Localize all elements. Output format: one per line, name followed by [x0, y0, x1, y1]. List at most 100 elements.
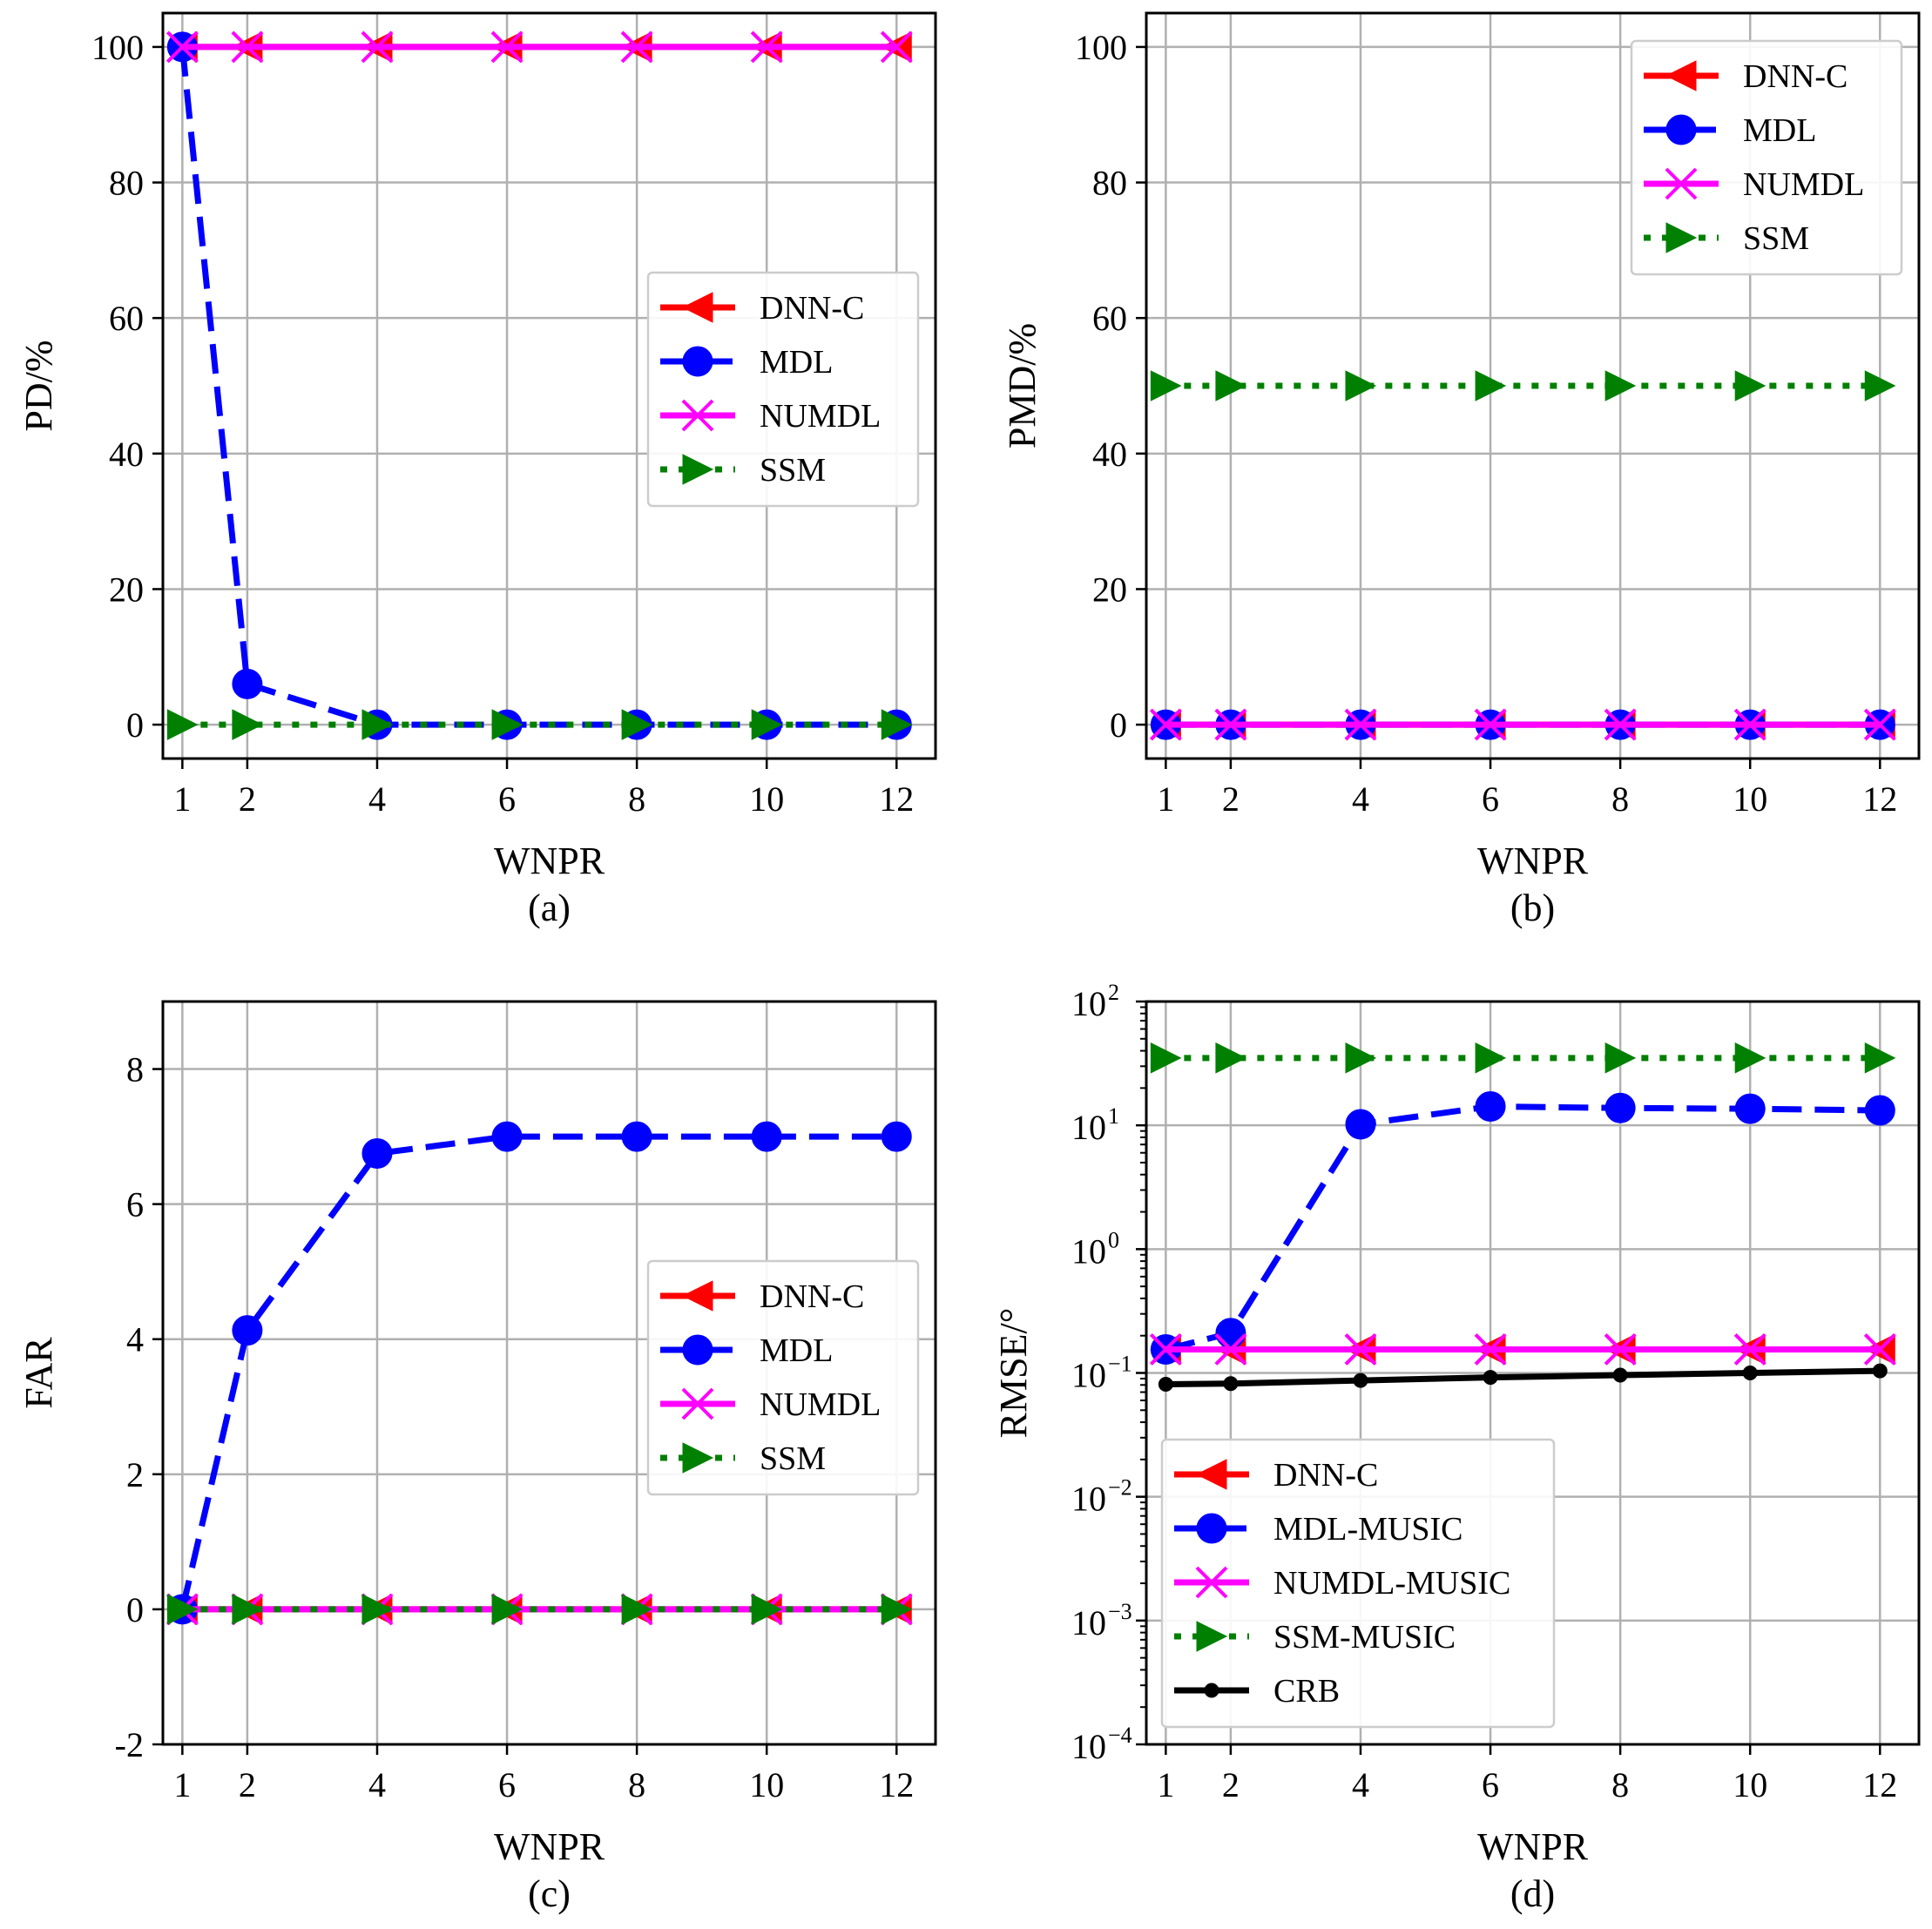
data-point-ssm [232, 709, 264, 740]
data-point-numdl [1474, 708, 1507, 741]
data-point-ssm [232, 1594, 264, 1625]
x-tick-label: 2 [239, 779, 256, 819]
data-point-crb [1353, 1373, 1368, 1388]
legend-label: DNN-C [760, 290, 864, 327]
axes-frame [161, 11, 937, 760]
legend-marker [682, 1442, 714, 1474]
legend-a: DNN-C MDL NUMDL SSM [646, 271, 920, 508]
data-point-ssm [1864, 370, 1896, 401]
data-point-ssm-music [1150, 1042, 1182, 1074]
x-tick-label: 6 [1482, 779, 1499, 819]
data-point-ssm [166, 1594, 199, 1625]
data-point-numdl-music [1344, 1333, 1377, 1366]
legend-label: MDL-MUSIC [1273, 1511, 1463, 1548]
data-point-ssm [621, 1594, 653, 1625]
data-point-ssm-music [1345, 1042, 1377, 1074]
legend-marker [1665, 167, 1698, 200]
series-ssm [166, 1594, 913, 1625]
legend-marker [681, 399, 714, 432]
data-point-ssm [1150, 370, 1182, 401]
x-tick-label: 12 [1862, 1765, 1897, 1804]
legend-label: DNN-C [1273, 1457, 1378, 1494]
x-tick-label: 4 [1352, 1765, 1369, 1804]
legend-c: DNN-C MDL NUMDL SSM [646, 1259, 920, 1496]
y-tick-label: 10 [1071, 984, 1106, 1023]
data-point-mdl-music [1864, 1095, 1895, 1126]
legend-label: DNN-C [760, 1278, 864, 1315]
data-point-ssm [491, 1594, 524, 1625]
data-point-numdl-music [1863, 1333, 1896, 1366]
data-point-mdl-music [1604, 1092, 1636, 1123]
plot-area-b [1149, 370, 1896, 741]
y-tick-label: 10 [1071, 1480, 1106, 1519]
data-point-ssm-music [1215, 1042, 1247, 1074]
series-ssm-music [1150, 1042, 1896, 1074]
y-tick-exponent: 0 [1108, 1227, 1119, 1252]
legend-marker [1195, 1566, 1228, 1599]
legend-label: MDL [760, 1332, 833, 1369]
legend-marker [682, 454, 714, 485]
y-tick-exponent: −1 [1108, 1352, 1132, 1377]
legend-label: NUMDL [760, 1386, 881, 1423]
data-point-ssm [1604, 370, 1637, 401]
y-tick-exponent: −2 [1108, 1475, 1132, 1501]
axes-frame [1145, 1000, 1921, 1746]
y-tick-exponent: −3 [1108, 1599, 1132, 1624]
y-tick-label: -2 [115, 1725, 144, 1764]
legend-label: NUMDL [1743, 166, 1864, 203]
y-axis-label: RMSE/° [992, 1308, 1035, 1439]
series-numdl [1149, 708, 1896, 741]
legend-box [1160, 1438, 1556, 1729]
data-point-crb [1483, 1370, 1498, 1386]
data-point-ssm [1475, 370, 1507, 401]
y-tick-label: 8 [126, 1050, 144, 1089]
data-point-mdl [361, 1137, 393, 1169]
legend-box [1630, 39, 1903, 276]
y-tick-label: 100 [1075, 28, 1127, 67]
x-tick-label: 1 [1157, 1765, 1174, 1804]
data-point-crb [1158, 1377, 1173, 1393]
x-tick-label: 12 [1862, 779, 1897, 819]
data-point-ssm [1215, 370, 1247, 401]
x-tick-label: 8 [628, 1765, 645, 1804]
data-point-mdl [881, 1121, 912, 1152]
legend-marker [681, 1280, 713, 1312]
data-point-crb [1742, 1366, 1758, 1380]
y-axis-label: FAR [17, 1337, 60, 1409]
x-tick-label: 8 [1611, 1765, 1629, 1804]
legend-b: DNN-C MDL NUMDL SSM [1630, 39, 1903, 276]
y-tick-label: 40 [109, 435, 144, 474]
series-ssm [166, 709, 913, 740]
x-tick-label: 2 [239, 1765, 256, 1804]
series-ssm [1150, 370, 1896, 401]
x-tick-label: 12 [879, 1765, 914, 1804]
plot-area-d [1149, 1042, 1896, 1393]
legend-marker [1665, 114, 1697, 145]
x-tick-label: 10 [749, 779, 784, 819]
data-point-numdl-music [1604, 1333, 1637, 1366]
plot-area-c [166, 1121, 913, 1626]
legend-marker [681, 292, 713, 323]
y-tick-label: 2 [126, 1455, 144, 1494]
legend-label: SSM [760, 1440, 826, 1477]
panel-b: 1 2 4 6 8 10 12020406080100WNPR(b)PMD/%DNN-CMD… [1001, 11, 1921, 929]
axes-frame [161, 1000, 937, 1746]
x-axis-label: WNPR [1477, 1825, 1589, 1868]
y-tick-label: 10 [1071, 1356, 1106, 1395]
y-tick-label: 4 [126, 1320, 144, 1359]
x-tick-label: 8 [1611, 779, 1629, 819]
x-tick-label: 4 [368, 1765, 386, 1804]
series-line-mdl-music [1165, 1103, 1881, 1352]
data-point-numdl [1149, 708, 1182, 741]
data-point-numdl-music [1149, 1333, 1182, 1366]
x-tick-label: 10 [749, 1765, 784, 1804]
data-point-numdl-music [1733, 1333, 1766, 1366]
legend-box [646, 271, 920, 508]
data-point-crb [1872, 1363, 1888, 1379]
y-tick-label: 80 [109, 164, 144, 203]
data-point-mdl [491, 1121, 523, 1152]
x-axis-label: WNPR [494, 1825, 605, 1868]
series-crb [1158, 1363, 1888, 1393]
data-point-mdl-music [1345, 1109, 1376, 1140]
